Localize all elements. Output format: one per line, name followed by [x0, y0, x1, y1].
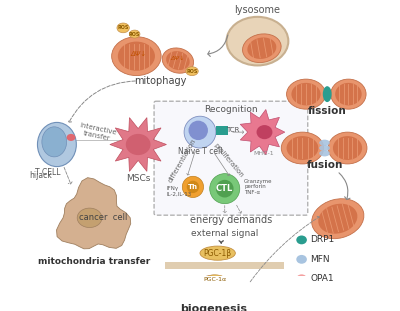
Ellipse shape	[281, 132, 324, 164]
Text: interactive
transfer: interactive transfer	[78, 122, 117, 142]
Text: fission: fission	[308, 106, 346, 116]
Ellipse shape	[312, 199, 364, 239]
Ellipse shape	[286, 136, 318, 160]
Ellipse shape	[286, 79, 326, 109]
Polygon shape	[240, 109, 285, 155]
Ellipse shape	[187, 181, 199, 193]
Ellipse shape	[226, 17, 288, 65]
Text: lysosome: lysosome	[234, 5, 280, 15]
Ellipse shape	[333, 136, 362, 160]
Ellipse shape	[319, 150, 330, 156]
Text: mitochondria transfer: mitochondria transfer	[38, 258, 150, 267]
Ellipse shape	[184, 116, 216, 148]
Text: differentiation: differentiation	[167, 137, 197, 183]
Text: MHC-1: MHC-1	[253, 151, 274, 156]
Bar	[216, 126, 228, 135]
Ellipse shape	[318, 204, 357, 234]
Ellipse shape	[126, 134, 150, 155]
Text: OPA1: OPA1	[310, 274, 334, 283]
Text: energy demands: energy demands	[190, 216, 272, 225]
Text: CTL: CTL	[216, 184, 233, 193]
Text: ΔΨ↓: ΔΨ↓	[171, 56, 185, 61]
Ellipse shape	[186, 67, 198, 76]
Ellipse shape	[42, 127, 67, 157]
Ellipse shape	[182, 176, 204, 197]
Polygon shape	[110, 118, 166, 171]
Text: T CELL: T CELL	[35, 168, 61, 177]
Text: ROS: ROS	[186, 69, 198, 74]
Ellipse shape	[38, 123, 76, 167]
Text: Recognition: Recognition	[204, 105, 258, 114]
Text: DRP1: DRP1	[310, 235, 335, 244]
Ellipse shape	[204, 275, 226, 285]
Ellipse shape	[319, 145, 330, 151]
Text: ΔΨ↓: ΔΨ↓	[130, 51, 146, 58]
Polygon shape	[56, 178, 131, 249]
Text: proliferation: proliferation	[212, 142, 244, 179]
Ellipse shape	[118, 42, 155, 71]
Ellipse shape	[210, 174, 240, 204]
Text: biogenesis: biogenesis	[180, 304, 247, 311]
Ellipse shape	[205, 281, 221, 293]
Ellipse shape	[296, 235, 307, 244]
Bar	[165, 262, 284, 269]
Text: cancer  cell: cancer cell	[79, 213, 127, 222]
Ellipse shape	[216, 180, 234, 197]
Text: MSCs: MSCs	[126, 174, 150, 183]
Text: TCR: TCR	[226, 128, 239, 133]
Ellipse shape	[292, 83, 320, 105]
Ellipse shape	[129, 30, 140, 38]
Text: fusion: fusion	[306, 160, 343, 170]
Text: Granzyme
perforin
TNF-α: Granzyme perforin TNF-α	[244, 179, 273, 195]
Ellipse shape	[166, 51, 190, 70]
Text: PGC-1α: PGC-1α	[204, 277, 226, 282]
Ellipse shape	[117, 23, 129, 33]
Ellipse shape	[200, 246, 235, 260]
Text: ROS: ROS	[118, 26, 129, 30]
Ellipse shape	[77, 208, 102, 228]
Ellipse shape	[296, 255, 307, 264]
Ellipse shape	[242, 34, 281, 63]
FancyBboxPatch shape	[154, 101, 308, 215]
Text: IFNγ
IL-2,IL-13: IFNγ IL-2,IL-13	[166, 186, 192, 197]
Text: Th: Th	[188, 184, 198, 190]
Ellipse shape	[323, 86, 332, 102]
Ellipse shape	[112, 37, 161, 76]
Text: hijack: hijack	[30, 171, 52, 180]
Text: mitophagy: mitophagy	[134, 76, 186, 86]
Text: external signal: external signal	[191, 229, 258, 238]
Ellipse shape	[247, 37, 276, 59]
Ellipse shape	[328, 132, 367, 164]
Ellipse shape	[331, 79, 366, 109]
Ellipse shape	[319, 140, 330, 146]
Ellipse shape	[296, 274, 307, 283]
Ellipse shape	[196, 275, 231, 302]
Text: PGC-1β: PGC-1β	[204, 249, 232, 258]
Text: ROS: ROS	[129, 32, 140, 37]
Ellipse shape	[188, 121, 208, 140]
Ellipse shape	[67, 134, 76, 141]
Ellipse shape	[256, 125, 272, 139]
Ellipse shape	[335, 83, 362, 105]
Ellipse shape	[162, 48, 194, 73]
Text: MFN: MFN	[310, 255, 330, 264]
Text: Naive T cell: Naive T cell	[178, 147, 222, 156]
